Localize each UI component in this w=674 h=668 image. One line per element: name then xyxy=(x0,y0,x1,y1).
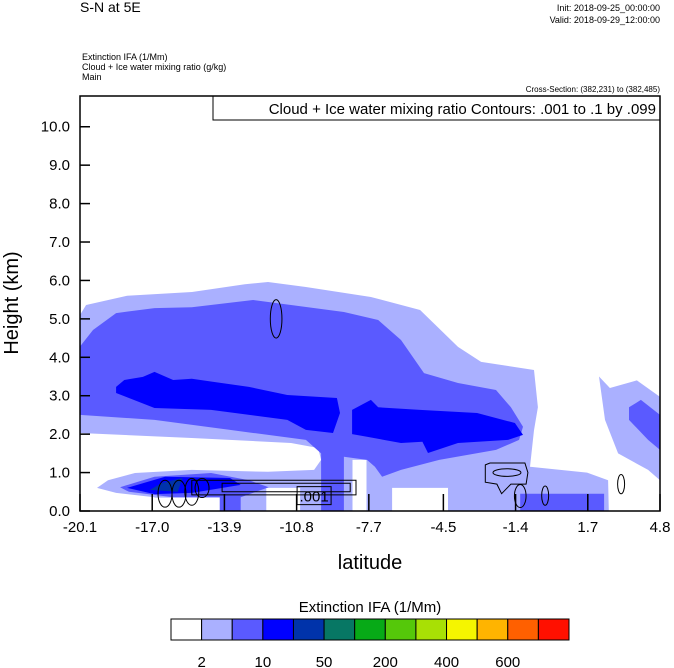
contour-legend-box xyxy=(212,95,661,121)
contour-line xyxy=(184,477,200,506)
filled-contour-region xyxy=(352,459,367,511)
colorbar-box xyxy=(262,618,294,641)
filled-contour-region xyxy=(266,487,301,511)
contour-line xyxy=(191,479,357,496)
filled-contour-region xyxy=(629,399,660,450)
contour-line xyxy=(492,468,522,477)
x-tick-label: -4.5 xyxy=(430,519,456,536)
colorbar-box xyxy=(415,618,448,641)
filled-contour-region xyxy=(149,478,183,492)
y-tick-label: 2.0 xyxy=(49,426,70,443)
colorbar-box xyxy=(537,618,570,641)
x-tick-label: -20.1 xyxy=(63,519,97,536)
colorbar-box xyxy=(476,618,509,641)
contour-line xyxy=(513,483,527,509)
colorbar-label: 2 xyxy=(197,654,205,668)
contour-line xyxy=(617,473,626,495)
x-tick-label: 4.8 xyxy=(650,519,671,536)
x-tick-label: 1.7 xyxy=(577,519,598,536)
y-tick-label: 0.0 xyxy=(49,503,70,520)
field-label-main: Main xyxy=(82,72,102,82)
y-tick-label: 3.0 xyxy=(49,388,70,405)
contour-line xyxy=(269,299,283,339)
colorbar-label: 400 xyxy=(434,654,459,668)
y-tick-label: 9.0 xyxy=(49,157,70,174)
filled-contour-region xyxy=(116,371,340,433)
x-axis: -20.1 -17.0 -13.9 -10.8 -7.7 -4.5 -1.4 1.7 4.8 xyxy=(63,494,671,536)
colorbar-box xyxy=(384,618,417,641)
y-tick-label: 5.0 xyxy=(49,311,70,328)
x-tick-label: -13.9 xyxy=(207,519,241,536)
plot-title: S-N at 5E xyxy=(80,0,141,15)
colorbar-label: 200 xyxy=(373,654,398,668)
x-tick-label: -10.8 xyxy=(280,519,314,536)
filled-contour-region xyxy=(80,433,322,511)
contour-line xyxy=(194,477,210,499)
colorbar-box xyxy=(231,618,264,641)
filled-contour-region xyxy=(219,495,241,511)
filled-contour-region xyxy=(520,493,605,511)
y-tick-label: 7.0 xyxy=(49,234,70,251)
y-tick-label: 10.0 xyxy=(41,119,70,136)
colorbar-label: 50 xyxy=(316,654,333,668)
colorbar-box xyxy=(446,618,478,641)
colorbar-label: 600 xyxy=(495,654,520,668)
colorbar-box xyxy=(170,618,203,641)
contour-line xyxy=(484,462,529,495)
filled-contour-region xyxy=(599,376,660,481)
line-contours xyxy=(157,299,626,509)
init-time: Init: 2018-09-25_00:00:00 xyxy=(557,3,660,13)
filled-contour-region xyxy=(154,497,220,511)
filled-contour-region xyxy=(392,487,448,511)
y-axis-title: Height (km) xyxy=(1,251,23,354)
x-tick-label: -1.4 xyxy=(503,519,529,536)
contour-line xyxy=(171,479,187,508)
contour-labels: .001 xyxy=(296,486,332,506)
contour-label: .001 xyxy=(299,489,328,506)
colorbar-box xyxy=(354,618,386,641)
colorbar-title: Extinction IFA (1/Mm) xyxy=(299,599,442,616)
contour-legend-text: Cloud + Ice water mixing ratio Contours:… xyxy=(269,101,656,118)
colorbar-box xyxy=(201,618,233,641)
colorbar-label: 10 xyxy=(255,654,272,668)
plot-frame xyxy=(79,95,661,512)
filled-contours xyxy=(80,282,660,511)
y-tick-label: 1.0 xyxy=(49,465,70,482)
contour-line xyxy=(541,485,550,506)
field-label-extinction: Extinction IFA (1/Mm) xyxy=(82,52,168,62)
colorbar: 2 10 50 200 400 600 xyxy=(170,618,570,668)
y-tick-label: 6.0 xyxy=(49,272,70,289)
x-axis-title: latitude xyxy=(338,552,403,574)
y-tick-label: 4.0 xyxy=(49,349,70,366)
filled-contour-region xyxy=(352,399,523,453)
colorbar-box xyxy=(292,618,325,641)
valid-time: Valid: 2018-09-29_12:00:00 xyxy=(550,15,660,25)
x-tick-label: -7.7 xyxy=(356,519,382,536)
colorbar-box xyxy=(507,618,539,641)
field-label-mixing-ratio: Cloud + Ice water mixing ratio (g/kg) xyxy=(82,62,226,72)
y-axis: 0.0 1.0 2.0 3.0 4.0 5.0 6.0 7.0 8.0 9.0 10.0 xyxy=(41,119,90,520)
y-tick-label: 8.0 xyxy=(49,196,70,213)
x-tick-label: -17.0 xyxy=(135,519,169,536)
contour-line xyxy=(221,482,351,493)
cross-section-label: Cross-Section: (382,231) to (382,485) xyxy=(526,85,661,94)
colorbar-box xyxy=(323,618,356,641)
